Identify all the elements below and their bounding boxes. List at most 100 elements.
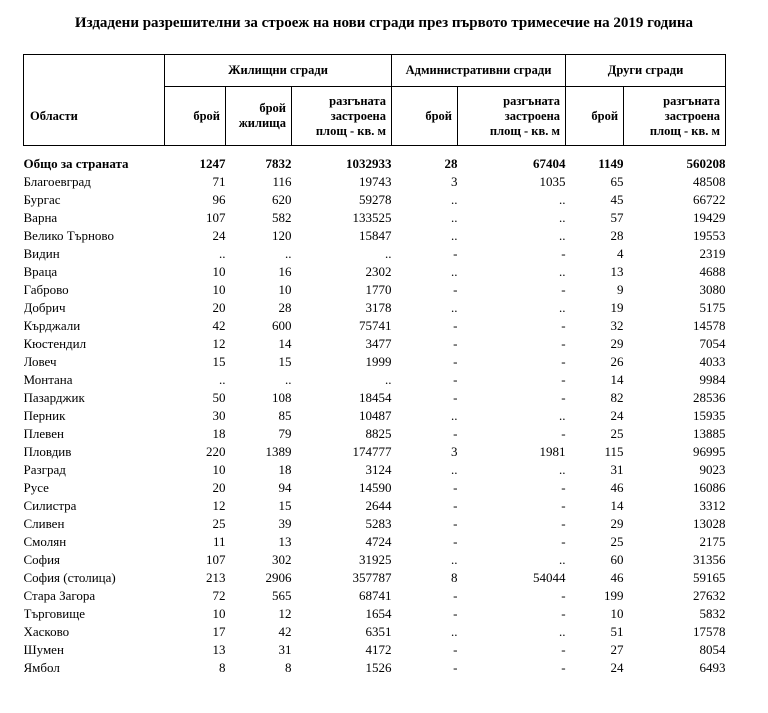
region-cell: Ямбол: [23, 660, 60, 675]
value-cell: 1999: [365, 354, 392, 369]
value-cell: 17578: [693, 624, 726, 639]
value-cell: 14578: [693, 318, 726, 333]
value-cell: 19553: [693, 228, 726, 243]
value-cell: 28: [278, 300, 292, 315]
value-cell: 213: [206, 570, 226, 585]
value-cell: ..: [559, 408, 566, 423]
value-cell: 1981: [539, 444, 566, 459]
page-title: Издадени разрешителни за строеж на нови …: [74, 15, 694, 31]
value-cell: 12: [278, 606, 292, 621]
value-cell: 25: [610, 534, 624, 549]
value-cell: 29: [610, 516, 624, 531]
table-row: Монтана...... - - 14 9984: [24, 371, 726, 389]
region-cell: Общо за страната: [23, 156, 129, 171]
value-cell: 3178: [365, 300, 392, 315]
value-cell: 2906: [265, 570, 292, 585]
value-cell: 4172: [365, 642, 392, 657]
value-cell: 8: [219, 660, 226, 675]
value-cell: 115: [604, 444, 624, 459]
table-row: Велико Търново 24 120 15847.... 28 19553: [24, 227, 726, 245]
table-row: Смолян 11 13 4724 - - 25 2175: [24, 533, 726, 551]
value-cell: 3: [451, 174, 458, 189]
value-cell: -: [453, 642, 458, 657]
value-cell: 15847: [359, 228, 392, 243]
value-cell: 3312: [699, 498, 726, 513]
value-cell: 10: [212, 606, 226, 621]
value-cell: 357787: [352, 570, 392, 585]
value-cell: ..: [559, 462, 566, 477]
value-cell: 13885: [693, 426, 726, 441]
value-cell: 14: [610, 372, 624, 387]
region-cell: Добрич: [23, 300, 66, 315]
value-cell: ..: [559, 552, 566, 567]
value-cell: 46: [610, 570, 624, 585]
value-cell: -: [453, 516, 458, 531]
region-cell: София (столица): [23, 570, 116, 585]
table-row: Ямбол 8 8 1526 - - 24 6493: [24, 659, 726, 677]
value-cell: 8825: [365, 426, 392, 441]
value-cell: 60: [610, 552, 624, 567]
value-cell: 79: [278, 426, 292, 441]
value-cell: 15: [278, 498, 292, 513]
region-cell: Кюстендил: [23, 336, 87, 351]
value-cell: -: [453, 354, 458, 369]
value-cell: 4688: [699, 264, 726, 279]
header-row-groups: Области Жилищни сгради Административни с…: [23, 54, 727, 146]
region-cell: Пловдив: [23, 444, 72, 459]
permits-table: Области Жилищни сгради Административни с…: [23, 54, 727, 677]
value-cell: ..: [219, 246, 226, 261]
value-cell: 4724: [365, 534, 392, 549]
value-cell: 50: [212, 390, 226, 405]
value-cell: 18: [278, 462, 292, 477]
value-cell: ..: [451, 192, 458, 207]
value-cell: 28: [444, 156, 458, 171]
value-cell: -: [453, 390, 458, 405]
header-group-administrative: Административни сгради: [391, 54, 567, 87]
table-row: Сливен 25 39 5283 - - 29 13028: [24, 515, 726, 533]
value-cell: 24: [610, 660, 624, 675]
value-cell: 18454: [359, 390, 392, 405]
value-cell: -: [561, 480, 566, 495]
value-cell: 28536: [693, 390, 726, 405]
value-cell: -: [453, 588, 458, 603]
value-cell: 20: [212, 300, 226, 315]
value-cell: 10: [610, 606, 624, 621]
value-cell: 15: [212, 354, 226, 369]
table-header: Области Жилищни сгради Административни с…: [23, 54, 727, 146]
value-cell: 59165: [693, 570, 726, 585]
value-cell: 59278: [359, 192, 392, 207]
table-row: Пловдив 220 1389 174777 3 1981 115 96995: [24, 443, 726, 461]
value-cell: 1526: [365, 660, 392, 675]
value-cell: -: [561, 390, 566, 405]
region-cell: Пазарджик: [23, 390, 85, 405]
table-row: Габрово 10 10 1770 - - 9 3080: [24, 281, 726, 299]
table-row: Благоевград 71 116 19743 3 1035 65 48508: [24, 173, 726, 191]
value-cell: ..: [285, 246, 292, 261]
region-cell: Шумен: [23, 642, 64, 657]
region-cell: Силистра: [23, 498, 77, 513]
region-cell: Видин: [23, 246, 60, 261]
value-cell: ..: [559, 192, 566, 207]
value-cell: 1247: [199, 156, 226, 171]
value-cell: ..: [451, 552, 458, 567]
header-other-floor-area: разгъната застроена площ - кв. м: [623, 86, 727, 146]
value-cell: -: [453, 336, 458, 351]
region-cell: Хасково: [23, 624, 70, 639]
header-residential-count: брой: [164, 86, 226, 146]
value-cell: 24: [610, 408, 624, 423]
value-cell: 65: [610, 174, 624, 189]
value-cell: -: [561, 516, 566, 531]
region-cell: Смолян: [23, 534, 67, 549]
value-cell: ..: [219, 372, 226, 387]
value-cell: 582: [272, 210, 292, 225]
table-row: Пазарджик 50 108 18454 - - 82 28536: [24, 389, 726, 407]
value-cell: 57: [610, 210, 624, 225]
header-group-residential: Жилищни сгради: [163, 54, 393, 87]
region-cell: София: [23, 552, 61, 567]
header-administrative-count: брой: [391, 86, 459, 146]
value-cell: 66722: [693, 192, 726, 207]
value-cell: 1389: [265, 444, 292, 459]
value-cell: -: [453, 282, 458, 297]
value-cell: -: [561, 282, 566, 297]
